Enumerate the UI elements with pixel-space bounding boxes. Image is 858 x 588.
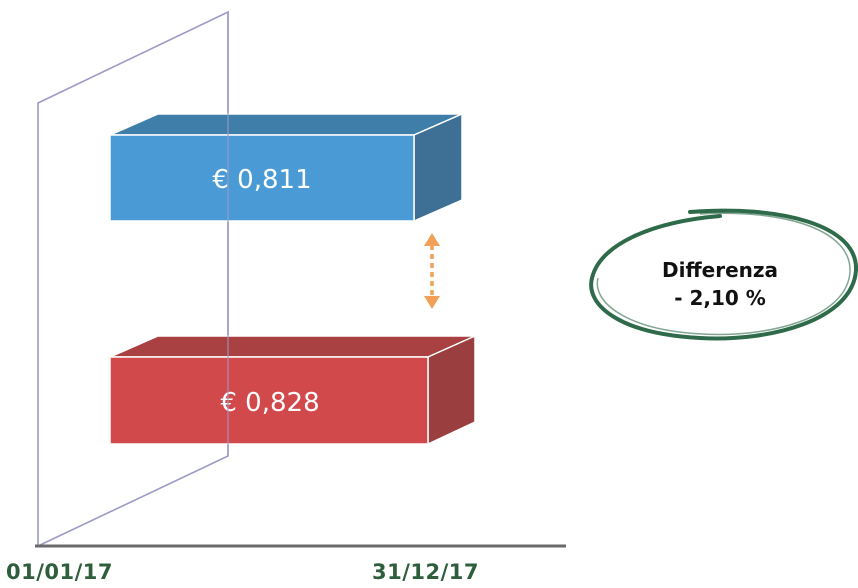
arrow-head-up — [424, 233, 440, 246]
difference-title: Differenza — [661, 258, 779, 282]
bar-0828-top — [109, 335, 476, 358]
ellipse-stroke — [589, 208, 858, 341]
category-start-date: 01/01/17 — [6, 560, 114, 584]
category-end-date: 31/12/17 — [372, 560, 480, 584]
ellipse-stroke-inner — [596, 212, 851, 336]
bar-0828-front — [109, 356, 429, 445]
bar-0828: € 0,828 — [109, 334, 476, 446]
bar-0811-front — [109, 134, 415, 222]
difference-annotation: Differenza - 2,10 % — [620, 256, 820, 312]
arrow-head-down — [424, 296, 440, 309]
difference-ellipse — [589, 208, 858, 341]
back-plane — [37, 10, 229, 548]
bar-0811-label: € 0,811 — [212, 165, 311, 195]
bar-0828-label: € 0,828 — [220, 388, 319, 418]
difference-value: - 2,10 % — [674, 286, 766, 310]
bar-0811-top — [109, 113, 463, 136]
bar-0811: € 0,811 — [109, 112, 463, 223]
difference-arrow — [424, 233, 440, 309]
